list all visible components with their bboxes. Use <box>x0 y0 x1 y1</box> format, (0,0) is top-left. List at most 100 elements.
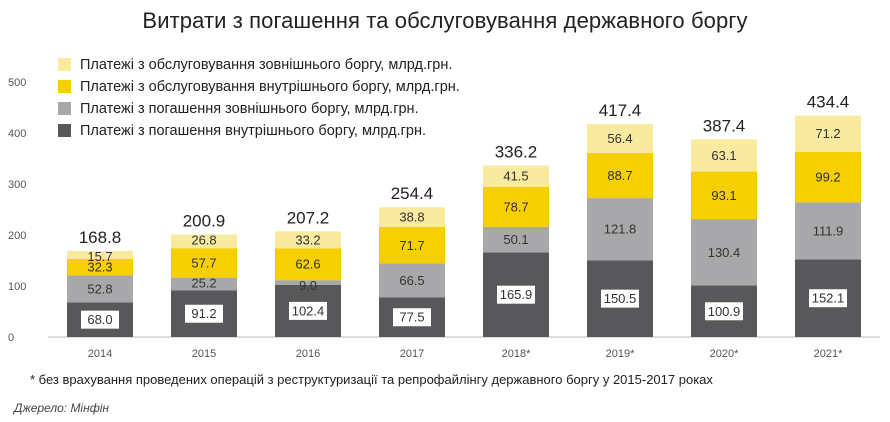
bar-segment <box>691 139 757 172</box>
data-label: 102.4 <box>292 303 325 318</box>
data-label: 91.2 <box>191 306 216 321</box>
data-label: 66.5 <box>399 273 424 288</box>
chart-title: Витрати з погашення та обслуговування де… <box>142 8 748 33</box>
bar-segment <box>483 226 549 253</box>
data-label: 57.7 <box>191 255 216 270</box>
data-label: 100.9 <box>708 304 741 319</box>
data-label: 88.7 <box>607 168 632 183</box>
legend: Платежі з обслуговування зовнішнього бор… <box>58 57 460 139</box>
data-label: 99.2 <box>815 170 840 185</box>
bar-segment <box>483 165 549 187</box>
bar-segment <box>171 277 237 291</box>
data-label: 15.7 <box>87 249 112 264</box>
data-label: 25.2 <box>191 276 216 291</box>
legend-swatch <box>58 102 71 115</box>
total-label: 207.2 <box>287 208 330 227</box>
data-label: 56.4 <box>607 131 632 146</box>
y-tick-label: 0 <box>8 332 14 344</box>
bar-segment <box>691 171 757 220</box>
bar-segment <box>795 202 861 260</box>
bar-segment <box>691 219 757 286</box>
x-tick-label: 2019* <box>606 348 635 360</box>
bar-segment <box>275 231 341 249</box>
source-note: Джерело: Мінфін <box>14 401 109 415</box>
data-label: 32.3 <box>87 260 112 275</box>
x-tick-label: 2018* <box>502 348 531 360</box>
data-label: 111.9 <box>813 223 844 238</box>
total-label: 200.9 <box>183 212 226 231</box>
legend-swatch <box>58 124 71 137</box>
data-label: 78.7 <box>503 199 528 214</box>
total-label: 254.4 <box>391 184 434 203</box>
legend-label: Платежі з обслуговування внутрішнього бо… <box>80 79 460 95</box>
bars: 68.0 52.8 32.315.7 168.8 91.2 25.2 57.7 26.8 200… <box>67 92 861 337</box>
footnote: * без врахування проведених операцій з р… <box>30 372 713 387</box>
total-label: 434.4 <box>807 92 850 111</box>
data-label: 9.0 <box>299 278 317 293</box>
data-label: 26.8 <box>191 233 216 248</box>
bar-segment <box>67 258 133 276</box>
y-tick-label: 200 <box>8 230 26 242</box>
total-label: 168.8 <box>79 228 122 247</box>
data-label: 130.4 <box>708 245 741 260</box>
data-label-box <box>185 304 223 323</box>
data-label: 121.8 <box>604 222 637 237</box>
bar-segment <box>795 151 861 203</box>
data-label: 165.9 <box>500 287 533 302</box>
bar-segment <box>483 186 549 227</box>
data-label-box <box>809 289 847 308</box>
axes: 0 100 200 300 400 500 2014 2015 2016 2017 2018* 201… <box>8 77 880 360</box>
x-tick-label: 2020* <box>710 348 739 360</box>
y-tick-label: 300 <box>8 179 26 191</box>
data-label: 93.1 <box>711 188 736 203</box>
bar-segment <box>587 152 653 199</box>
data-label: 68.0 <box>87 312 112 327</box>
bar-segment <box>67 275 133 303</box>
total-label: 417.4 <box>599 101 642 120</box>
legend-swatch <box>58 58 71 71</box>
data-label: 71.7 <box>399 238 424 253</box>
data-label-box <box>497 285 535 304</box>
data-label: 38.8 <box>399 210 424 225</box>
data-label-box <box>289 301 327 320</box>
total-label: 387.4 <box>703 116 746 135</box>
bar-segment <box>275 280 341 285</box>
data-label-box <box>81 310 119 329</box>
legend-label: Платежі з погашення внутрішнього боргу, … <box>80 123 426 139</box>
data-label: 63.1 <box>711 148 736 163</box>
bar-segment <box>587 124 653 153</box>
legend-swatch <box>58 80 71 93</box>
bar-segment <box>379 207 445 227</box>
data-label-box <box>393 308 431 327</box>
x-tick-label: 2021* <box>814 348 843 360</box>
total-label: 336.2 <box>495 143 538 162</box>
data-label: 33.2 <box>295 232 320 247</box>
legend-label: Платежі з погашення зовнішнього боргу, м… <box>80 101 419 117</box>
x-tick-label: 2014 <box>88 348 112 360</box>
bar-segment <box>275 248 341 281</box>
bar-segment <box>587 198 653 261</box>
data-label: 71.2 <box>815 126 840 141</box>
data-label-box <box>705 302 743 321</box>
legend-label: Платежі з обслуговування зовнішнього бор… <box>80 57 452 73</box>
x-tick-label: 2016 <box>296 348 320 360</box>
data-label: 50.1 <box>503 232 528 247</box>
data-label: 152.1 <box>812 291 845 306</box>
data-label: 77.5 <box>399 310 424 325</box>
y-tick-label: 100 <box>8 281 26 293</box>
bar-segment <box>171 248 237 278</box>
data-label: 41.5 <box>503 169 528 184</box>
bar-segment <box>67 250 133 259</box>
bar-segment <box>379 226 445 264</box>
y-tick-label: 500 <box>8 77 26 89</box>
bar-segment <box>795 115 861 152</box>
data-label: 52.8 <box>87 281 112 296</box>
data-label-box <box>601 289 639 308</box>
y-tick-label: 400 <box>8 128 26 140</box>
x-tick-label: 2015 <box>192 348 216 360</box>
x-tick-label: 2017 <box>400 348 424 360</box>
data-label: 62.6 <box>295 257 320 272</box>
bar-segment <box>379 263 445 298</box>
data-label: 150.5 <box>604 291 637 306</box>
